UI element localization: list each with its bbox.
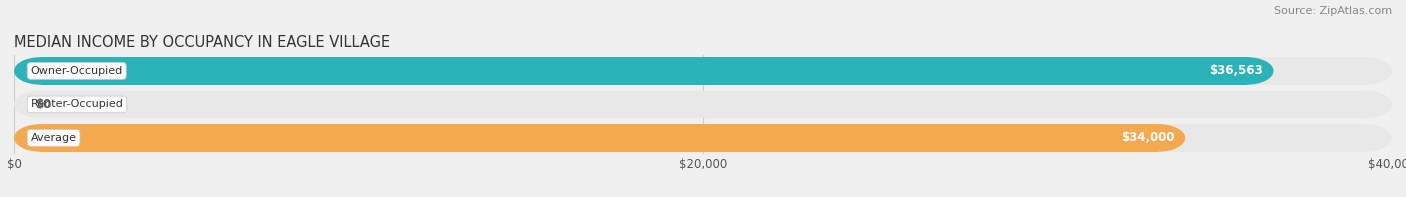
Text: Average: Average bbox=[31, 133, 76, 143]
Bar bbox=[41, 91, 1365, 118]
Text: $34,000: $34,000 bbox=[1122, 131, 1175, 144]
Text: Renter-Occupied: Renter-Occupied bbox=[31, 99, 124, 109]
Bar bbox=[41, 124, 1365, 152]
Ellipse shape bbox=[1339, 124, 1392, 152]
Ellipse shape bbox=[1339, 91, 1392, 118]
Ellipse shape bbox=[14, 91, 67, 118]
Ellipse shape bbox=[14, 57, 67, 85]
Text: Source: ZipAtlas.com: Source: ZipAtlas.com bbox=[1274, 6, 1392, 16]
Text: $36,563: $36,563 bbox=[1209, 64, 1263, 77]
Ellipse shape bbox=[14, 57, 67, 85]
Bar bbox=[41, 124, 1365, 152]
Ellipse shape bbox=[1132, 124, 1185, 152]
Ellipse shape bbox=[14, 124, 67, 152]
Bar bbox=[41, 124, 1159, 152]
Bar bbox=[41, 57, 1365, 85]
Ellipse shape bbox=[14, 124, 67, 152]
Bar bbox=[41, 57, 1247, 85]
Text: Owner-Occupied: Owner-Occupied bbox=[31, 66, 122, 76]
Bar bbox=[41, 91, 1365, 118]
Bar bbox=[41, 57, 1365, 85]
Ellipse shape bbox=[1339, 57, 1392, 85]
Text: $0: $0 bbox=[35, 98, 51, 111]
Ellipse shape bbox=[1220, 57, 1274, 85]
Text: MEDIAN INCOME BY OCCUPANCY IN EAGLE VILLAGE: MEDIAN INCOME BY OCCUPANCY IN EAGLE VILL… bbox=[14, 35, 391, 50]
